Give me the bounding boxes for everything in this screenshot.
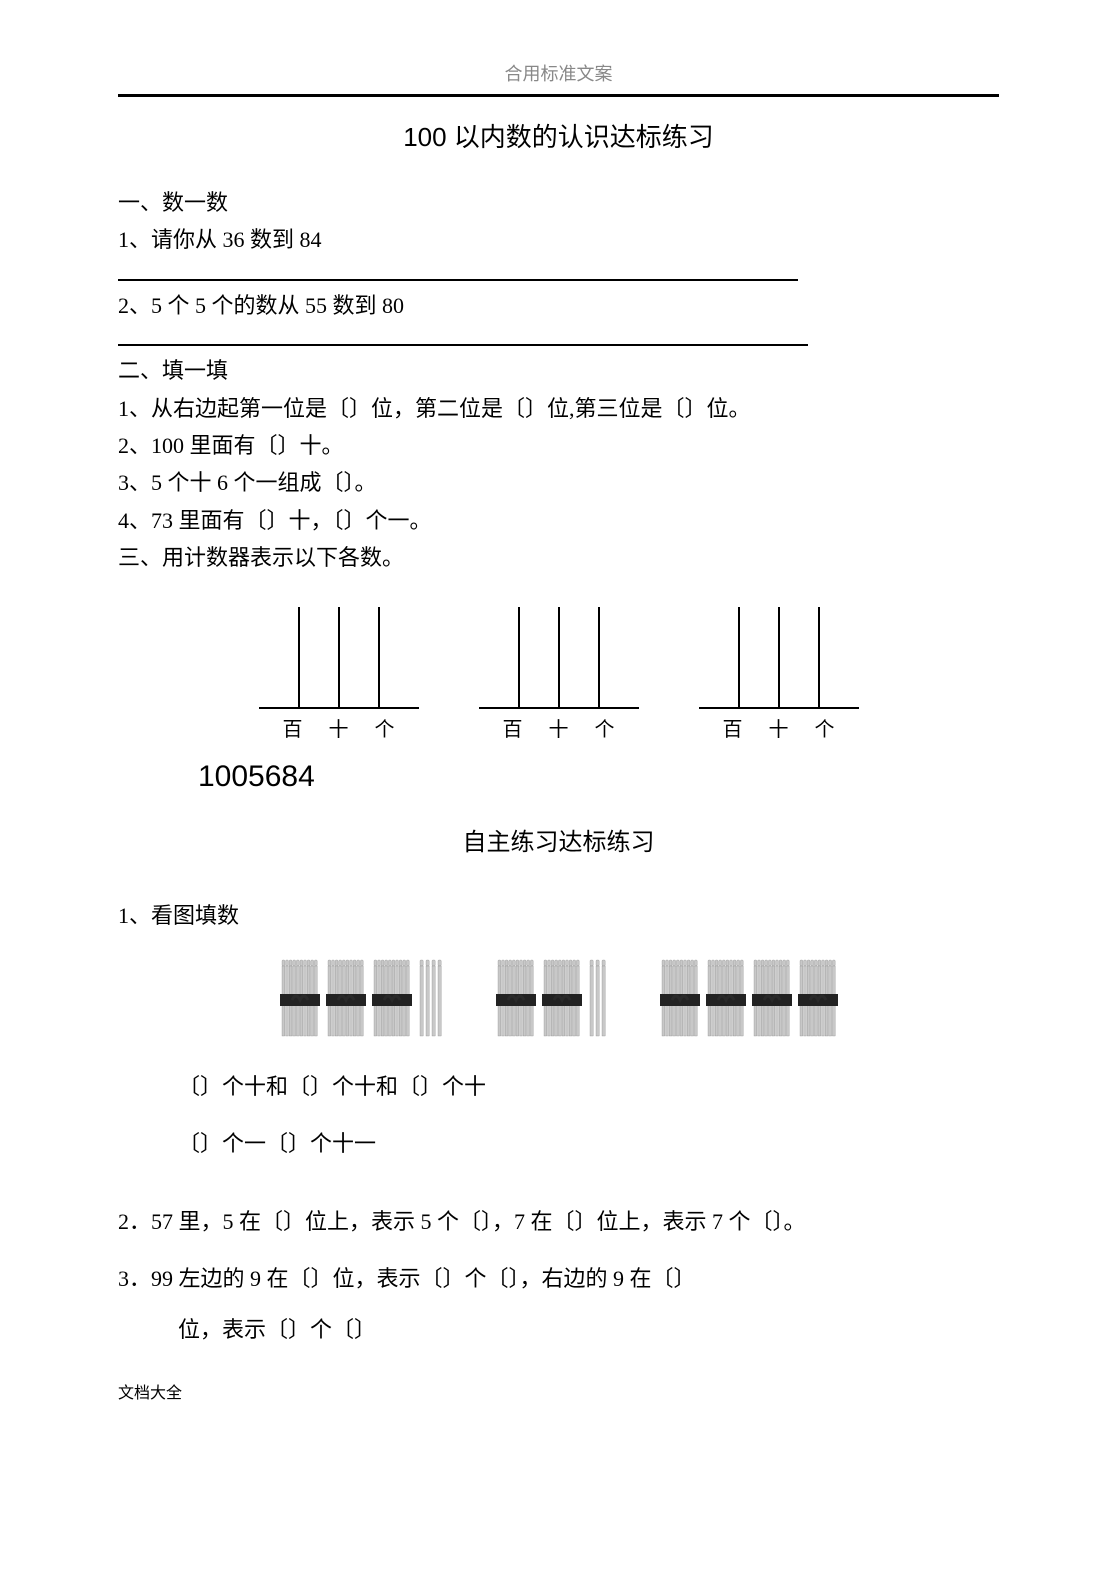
section1-heading: 一、数一数	[118, 184, 999, 221]
abacus-posts	[518, 607, 600, 707]
header-divider	[118, 94, 999, 97]
section1-q1: 1、请你从 36 数到 84	[118, 221, 999, 258]
abacus-labels: 百 十 个	[723, 713, 835, 742]
abacus-post	[338, 607, 340, 707]
document-title: 100 以内数的认识达标练习	[118, 117, 999, 154]
bundle-group-3	[660, 958, 838, 1038]
abacus-post	[598, 607, 600, 707]
section4-q3a: 3．99 左边的 9 在〔〕位，表示〔〕个〔〕，右边的 9 在〔〕	[118, 1260, 999, 1297]
abacus-post	[518, 607, 520, 707]
abacus-posts	[738, 607, 820, 707]
page-footer: 文档大全	[118, 1379, 999, 1403]
section4-q2: 2．57 里，5 在〔〕位上，表示 5 个〔〕，7 在〔〕位上，表示 7 个〔〕…	[118, 1203, 999, 1240]
abacus-number: 1005684	[198, 760, 999, 794]
abacus-label-shi: 十	[549, 713, 569, 742]
bundle-row	[118, 958, 999, 1038]
section2-q1: 1、从右边起第一位是〔〕位，第二位是〔〕位,第三位是〔〕位。	[118, 390, 999, 427]
abacus-label-shi: 十	[329, 713, 349, 742]
section2-heading: 二、填一填	[118, 352, 999, 389]
abacus-label-ge: 个	[595, 713, 615, 742]
abacus-label-ge: 个	[375, 713, 395, 742]
page-header-label: 合用标准文案	[118, 60, 999, 86]
blank-line-1	[118, 259, 798, 281]
abacus-base	[699, 707, 859, 709]
section4-line2: 〔〕个一〔〕个十一	[178, 1125, 999, 1162]
abacus-post	[378, 607, 380, 707]
section4-q3b: 位，表示〔〕个〔〕	[178, 1311, 999, 1348]
section1-q2: 2、5 个 5 个的数从 55 数到 80	[118, 287, 999, 324]
abacus-post	[778, 607, 780, 707]
abacus-posts	[298, 607, 380, 707]
abacus-label-bai: 百	[503, 713, 523, 742]
abacus-2: 百 十 个	[479, 607, 639, 742]
abacus-row: 百 十 个 百 十 个 百 十 个	[118, 607, 999, 742]
subtitle: 自主练习达标练习	[118, 822, 999, 857]
section2-q2: 2、100 里面有〔〕十。	[118, 427, 999, 464]
abacus-labels: 百 十 个	[503, 713, 615, 742]
blank-line-2	[118, 324, 808, 346]
bundle-group-1	[280, 958, 446, 1038]
abacus-post	[818, 607, 820, 707]
abacus-label-shi: 十	[769, 713, 789, 742]
abacus-label-ge: 个	[815, 713, 835, 742]
abacus-post	[738, 607, 740, 707]
section4-q1-heading: 1、看图填数	[118, 897, 999, 934]
abacus-post	[298, 607, 300, 707]
section2-q4: 4、73 里面有〔〕十，〔〕个一。	[118, 502, 999, 539]
section4-line1: 〔〕个十和〔〕个十和〔〕个十	[178, 1068, 999, 1105]
abacus-base	[259, 707, 419, 709]
abacus-base	[479, 707, 639, 709]
abacus-labels: 百 十 个	[283, 713, 395, 742]
section3-heading: 三、用计数器表示以下各数。	[118, 539, 999, 576]
abacus-3: 百 十 个	[699, 607, 859, 742]
abacus-1: 百 十 个	[259, 607, 419, 742]
abacus-label-bai: 百	[283, 713, 303, 742]
section2-q3: 3、5 个十 6 个一组成〔〕。	[118, 464, 999, 501]
abacus-label-bai: 百	[723, 713, 743, 742]
bundle-group-2	[496, 958, 610, 1038]
abacus-post	[558, 607, 560, 707]
